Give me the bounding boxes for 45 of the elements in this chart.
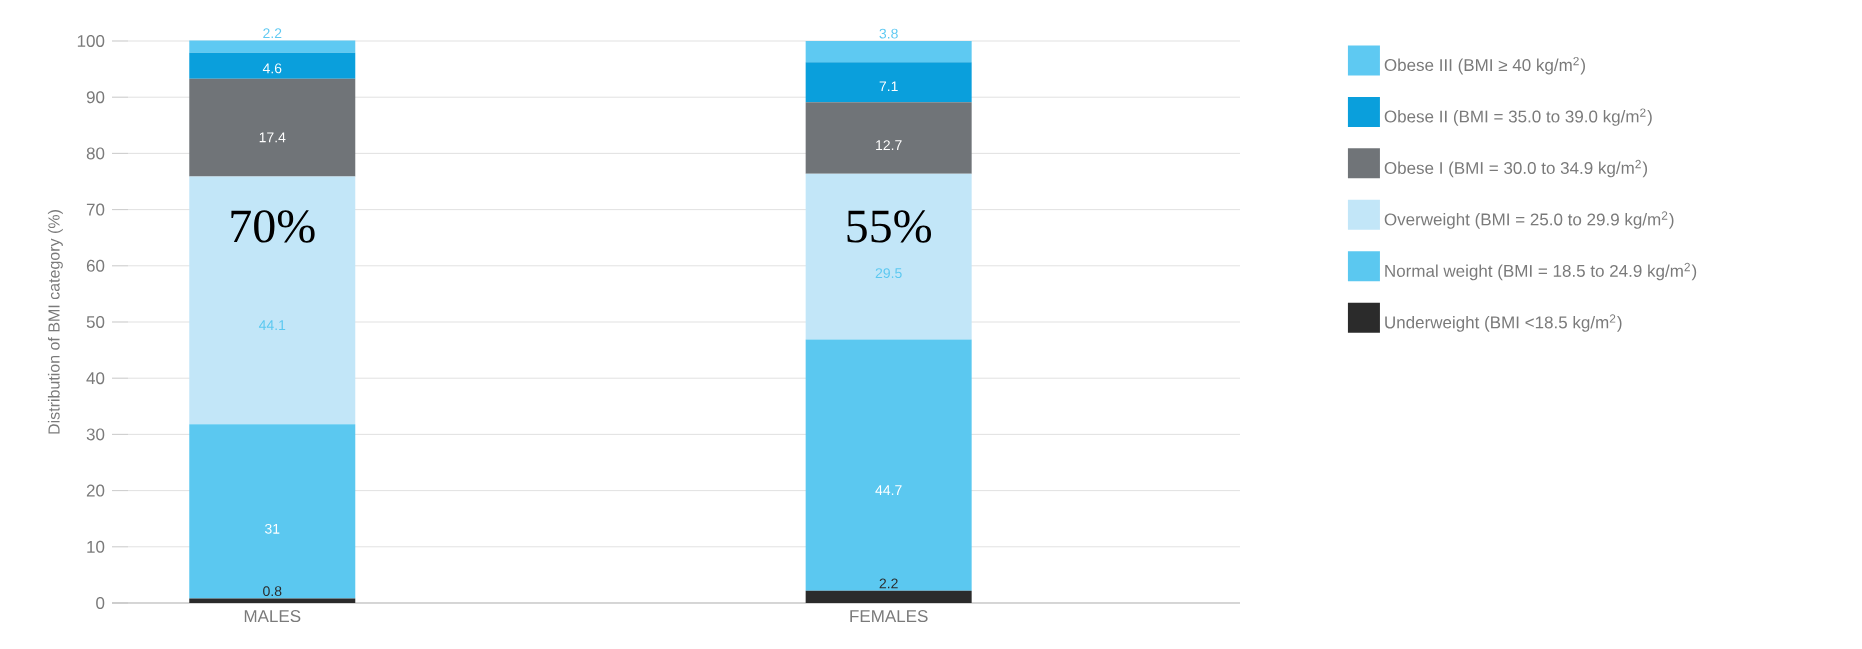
y-tick-label: 50 bbox=[86, 315, 105, 329]
bar bbox=[189, 52, 356, 79]
y-tick-label: 10 bbox=[87, 540, 105, 553]
bar bbox=[189, 40, 356, 53]
data-label: 2.2 bbox=[263, 28, 282, 39]
data-label: 29.5 bbox=[875, 268, 902, 279]
legend-label: Obese I (BMI = 30.0 to 34.9 kg/m$^{2}$) bbox=[1384, 159, 1648, 178]
bar bbox=[805, 41, 972, 63]
data-label: 3.8 bbox=[879, 28, 898, 39]
annotation: 55% bbox=[847, 210, 931, 243]
bar bbox=[805, 590, 972, 603]
data-label: 31 bbox=[265, 523, 280, 534]
y-tick-label: 80 bbox=[86, 147, 105, 160]
y-tick-label: 0 bbox=[96, 597, 105, 610]
data-label: 4.6 bbox=[262, 63, 282, 74]
y-axis-title: Distribution of BMI category (%) bbox=[47, 210, 63, 434]
annotation: 70% bbox=[231, 210, 315, 243]
bar bbox=[189, 176, 356, 425]
bar bbox=[189, 78, 356, 177]
legend-label: Obese II (BMI = 35.0 to 39.0 kg/m$^{2}$) bbox=[1384, 108, 1652, 126]
y-tick-label: 100 bbox=[77, 34, 105, 48]
bar bbox=[805, 339, 972, 591]
data-label: 44.7 bbox=[875, 485, 902, 495]
data-label: 17.4 bbox=[259, 132, 286, 143]
data-label: 2.2 bbox=[879, 578, 898, 589]
y-tick-label: 40 bbox=[86, 372, 105, 385]
legend-label: Obese III (BMI ≥ 40 kg/m$^{2}$) bbox=[1384, 56, 1585, 75]
bar bbox=[805, 102, 972, 174]
data-label: 12.7 bbox=[876, 140, 902, 150]
x-tick-label: MALES bbox=[244, 610, 301, 623]
legend-label: Normal weight (BMI = 18.5 to 24.9 kg/m$^{2}$) bbox=[1385, 262, 1697, 281]
y-tick-label: 90 bbox=[86, 91, 105, 104]
y-tick-label: 70 bbox=[86, 203, 105, 216]
bar bbox=[189, 424, 356, 599]
y-tick-label: 20 bbox=[86, 484, 105, 497]
data-label: 0.8 bbox=[263, 586, 282, 597]
y-tick-label: 30 bbox=[86, 428, 105, 441]
legend-label: Overweight (BMI = 25.0 to 29.9 kg/m$^{2}$) bbox=[1384, 211, 1674, 229]
data-label: 44.1 bbox=[258, 320, 286, 330]
data-label: 7.1 bbox=[879, 81, 898, 92]
y-tick-label: 60 bbox=[86, 259, 105, 272]
legend-label: Underweight (BMI <18.5 kg/m$^{2}$) bbox=[1385, 314, 1622, 332]
bar bbox=[805, 62, 972, 103]
x-tick-label: FEMALES bbox=[850, 610, 928, 623]
bar bbox=[805, 173, 972, 340]
